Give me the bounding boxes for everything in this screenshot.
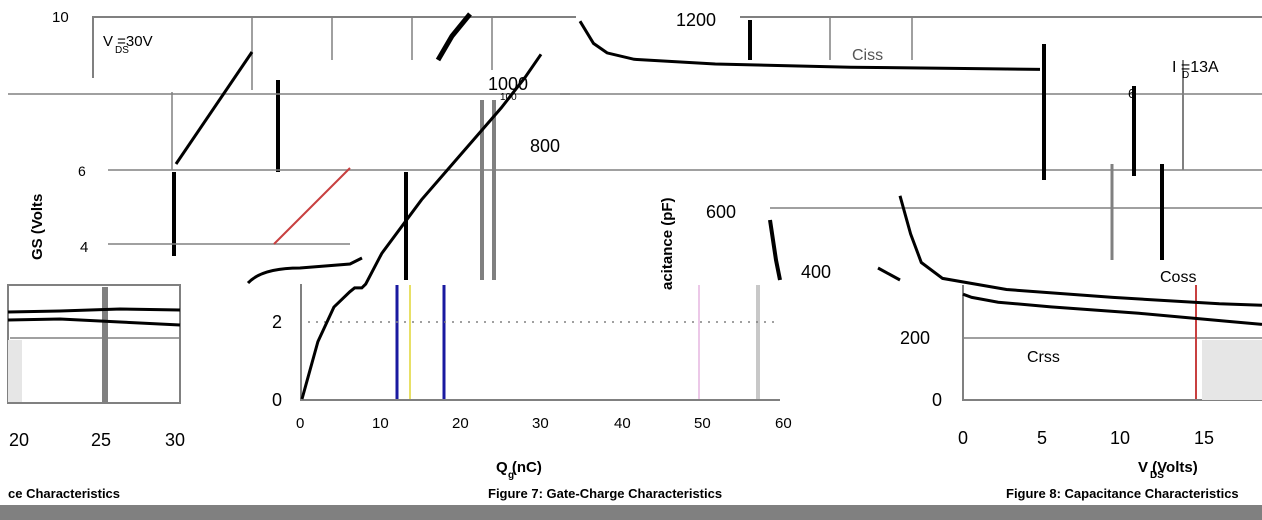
cap-ylabel: acitance (pF) (659, 197, 676, 290)
gc-annotation-subscript: DS (115, 45, 129, 56)
cap-shaded-region (1202, 340, 1262, 400)
gc-ytick-0: 0 (272, 390, 282, 410)
left-frame (7, 284, 181, 404)
overlay-tick-100: 100 (500, 92, 517, 103)
gc-lower-axis (300, 284, 302, 400)
left-caption: ce Characteristics (8, 486, 120, 501)
gc-xtick-50: 50 (694, 415, 711, 432)
gc-xtick-10: 10 (372, 415, 389, 432)
coss-curve (898, 195, 1262, 307)
cap-vertical-grid (748, 18, 1197, 399)
gc-xtick-40: 40 (614, 415, 631, 432)
gc-frame-top (92, 16, 576, 18)
crss-curve (962, 292, 1262, 326)
cap-annotation-subscript: D (1182, 70, 1189, 81)
cap-caption: Figure 8: Capacitance Characteristics (1006, 486, 1239, 501)
cap-xtick-0: 0 (958, 428, 968, 448)
gate-charge-chart: 10 6 4 2 0 0 10 20 30 40 50 60 V =30V DS… (8, 9, 792, 501)
ciss-curve (578, 20, 1041, 71)
bottom-bar (0, 505, 1262, 520)
cap-xtick-5: 5 (1037, 428, 1047, 448)
gc-caption: Figure 7: Gate-Charge Characteristics (488, 486, 722, 501)
cap-xtick-15: 15 (1194, 428, 1214, 448)
cap-baseline (962, 399, 1262, 401)
gc-horizontal-grid (8, 93, 780, 323)
gc-xtick-30: 30 (532, 415, 549, 432)
overlay-tick-6: 6 (1128, 86, 1135, 101)
cap-frame-right (1182, 60, 1184, 170)
gc-annotation: V =30V (103, 33, 153, 50)
cap-curve-fragment (877, 266, 901, 282)
cap-ytick-1200: 1200 (676, 10, 716, 30)
left-fragment: 20 25 30 ce Characteristics (7, 284, 185, 501)
cap-ytick-1000: 1000 (488, 74, 528, 94)
gc-curve-fragment-3 (273, 167, 351, 245)
cap-ytick-400: 400 (801, 262, 831, 282)
gc-frame-left (92, 16, 94, 78)
cap-xlabel: V (Volts) (1138, 459, 1198, 476)
cap-xtick-10: 10 (1110, 428, 1130, 448)
gc-plateau-fragment (246, 256, 363, 285)
cap-ytick-0: 0 (932, 390, 942, 410)
gc-xtick-60: 60 (775, 415, 792, 432)
gc-ytick-10: 10 (52, 9, 69, 26)
left-curve-upper (7, 307, 181, 314)
gate-charge-curve (300, 53, 543, 400)
gc-curve-fragment-2 (435, 12, 472, 62)
cap-ytick-600: 600 (706, 202, 736, 222)
left-tick-20: 20 (9, 430, 29, 450)
gc-ytick-2: 2 (272, 312, 282, 332)
cap-horizontal-grid (560, 93, 1262, 339)
gc-curve-fragment-1 (174, 51, 254, 165)
cap-axis-left (962, 285, 964, 401)
cap-curve-fragment-2 (768, 219, 782, 281)
gc-lower-baseline (300, 399, 780, 401)
left-tick-30: 30 (165, 430, 185, 450)
coss-label: Coss (1160, 269, 1196, 286)
capacitance-chart: 1200 1000 800 600 400 200 0 0 5 10 15 Ci… (488, 10, 1262, 501)
gc-vertical-grid (171, 16, 760, 399)
gc-xlabel-subscript: g (508, 470, 514, 481)
gc-ytick-4: 4 (80, 239, 88, 256)
left-tick-25: 25 (91, 430, 111, 450)
cap-annotation: I =13A (1172, 59, 1219, 76)
gc-xlabel: Q (nC) (496, 459, 542, 476)
left-shaded-region (8, 340, 22, 402)
cap-xlabel-subscript: DS (1150, 470, 1164, 481)
cap-frame-top (740, 16, 1262, 18)
cap-ytick-800: 800 (530, 136, 560, 156)
gc-xtick-0: 0 (296, 415, 304, 432)
left-curve-lower (7, 317, 181, 327)
gc-xtick-20: 20 (452, 415, 469, 432)
crss-label: Crss (1027, 349, 1060, 366)
gc-ytick-6: 6 (78, 163, 86, 179)
cap-ytick-200: 200 (900, 328, 930, 348)
ciss-label: Ciss (852, 47, 883, 64)
gc-ylabel: GS (Volts (29, 194, 46, 260)
